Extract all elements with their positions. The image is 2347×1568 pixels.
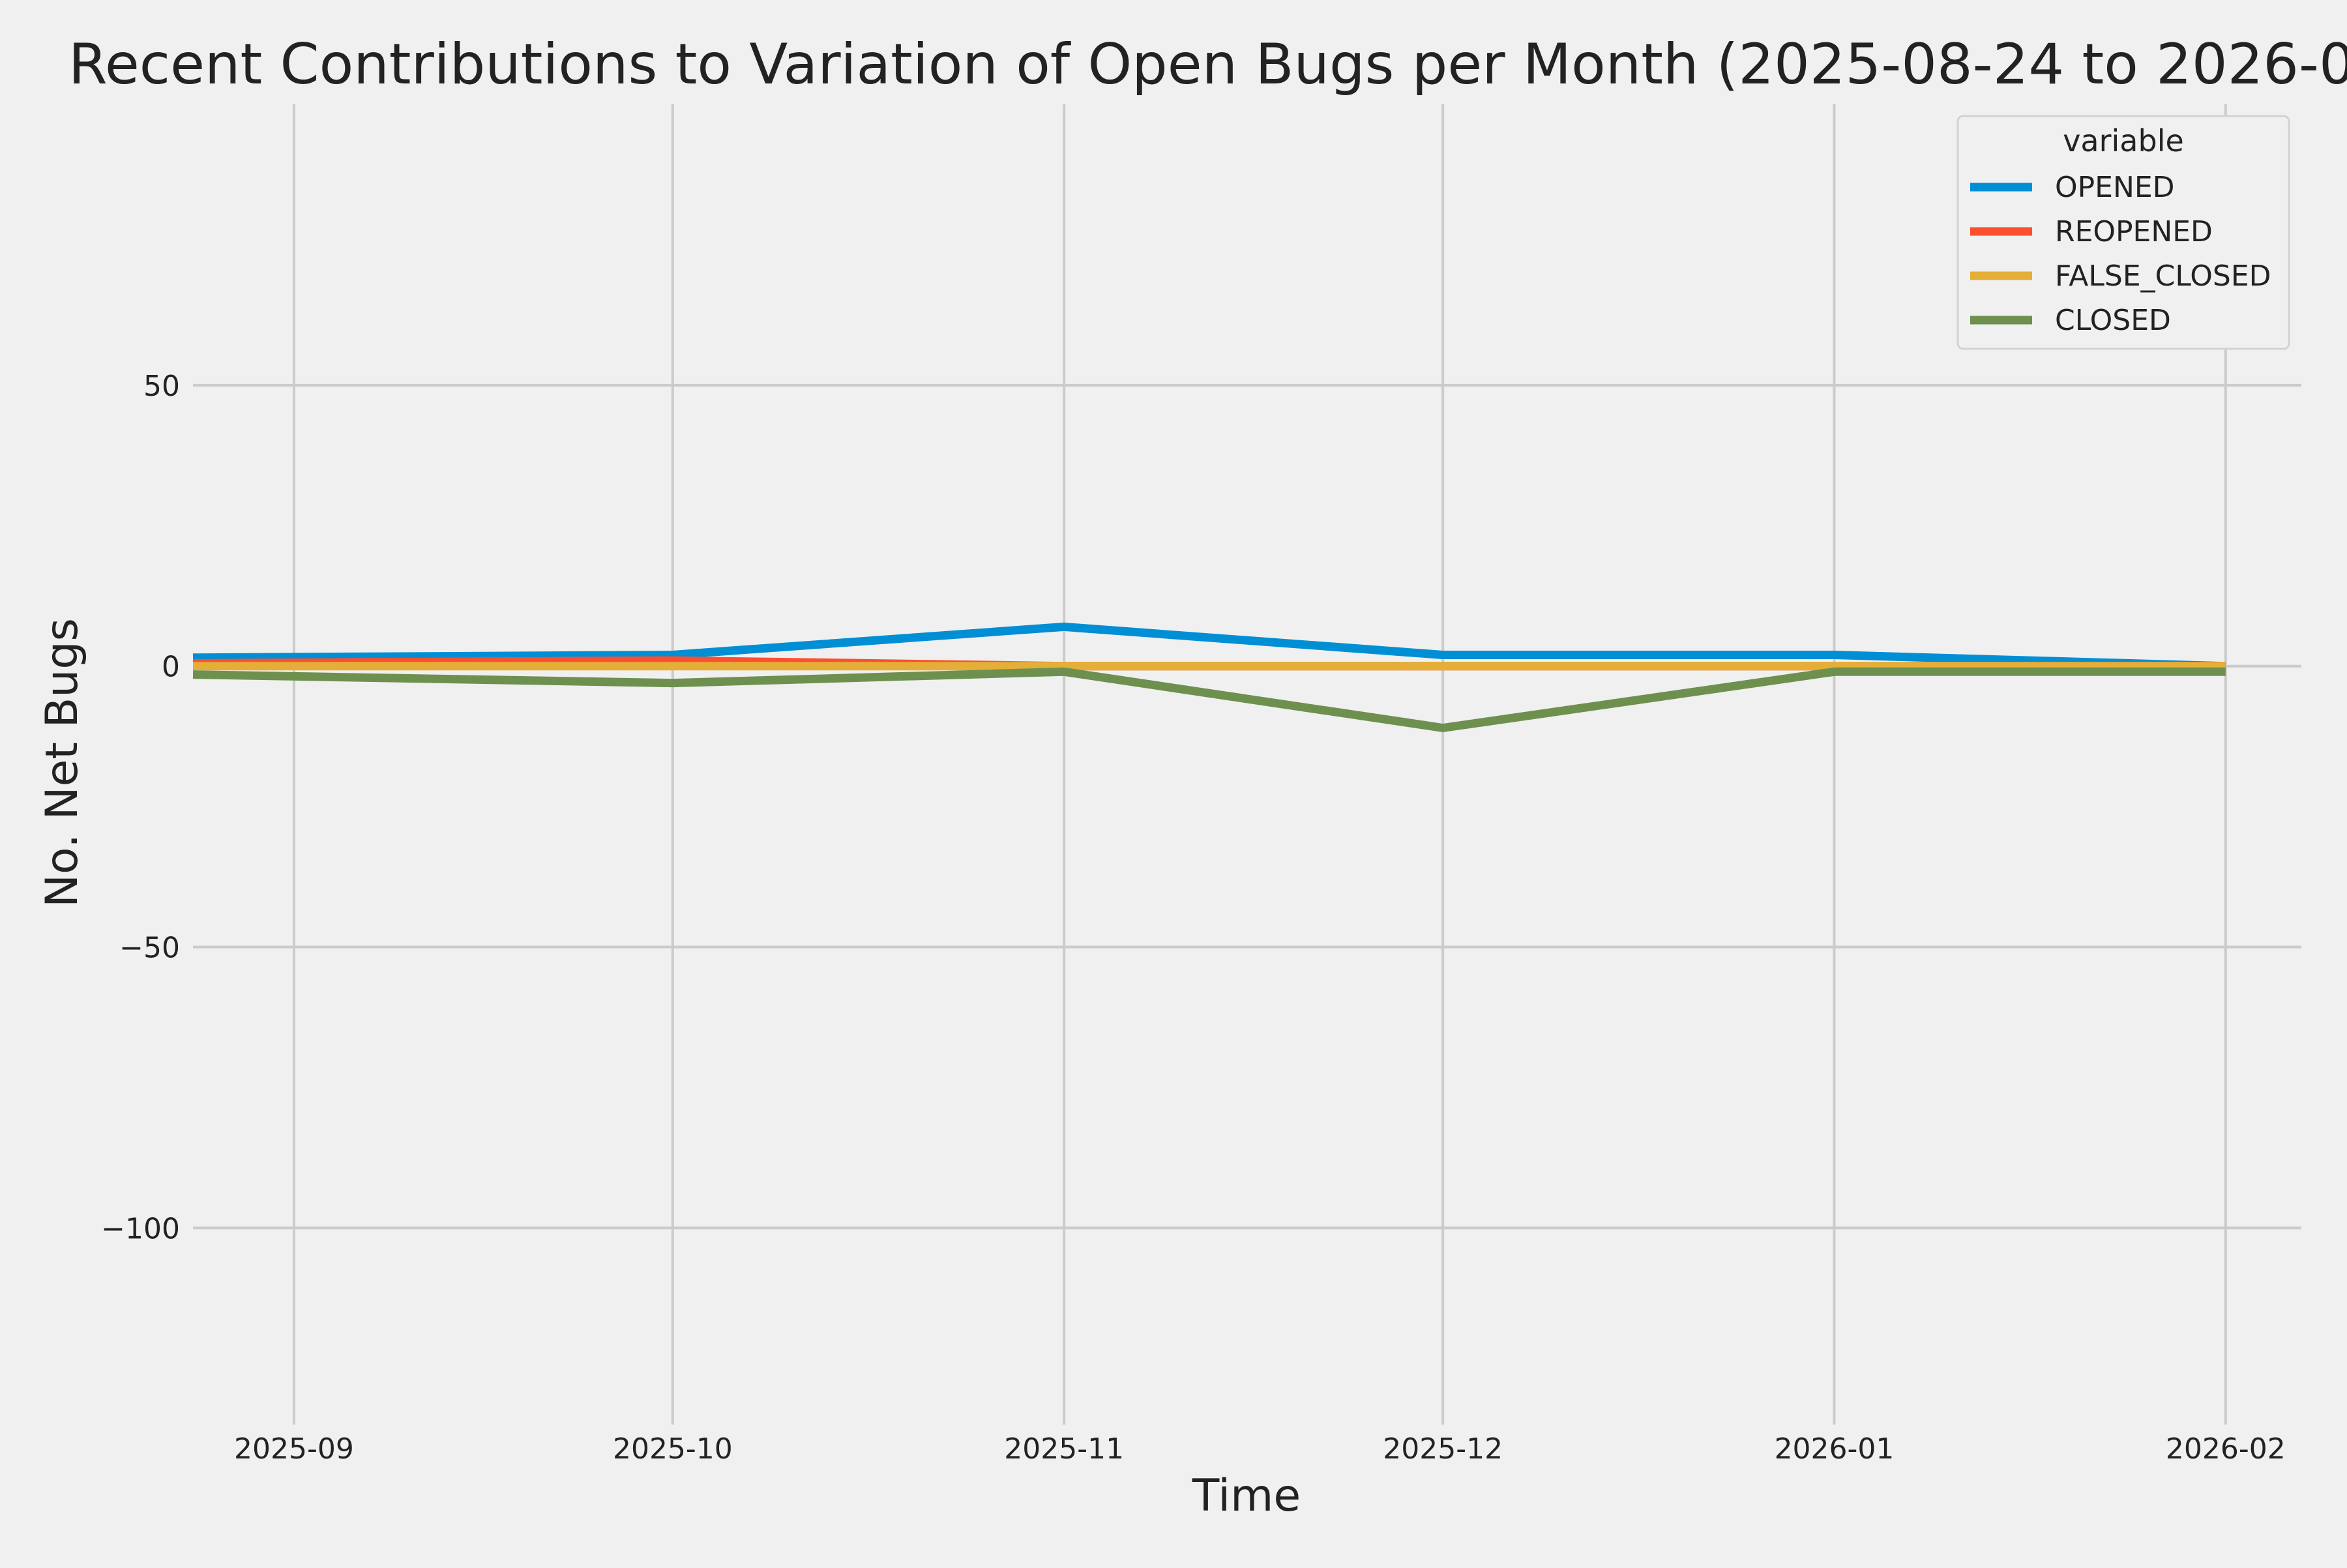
y-axis-label: No. Net Bugs [37,618,88,908]
chart-title: Recent Contributions to Variation of Ope… [68,32,2347,97]
y-tick-label: 0 [162,651,180,684]
y-tick-label: −50 [119,932,180,965]
legend-label: REOPENED [2055,215,2213,248]
legend-title: variable [2063,123,2184,158]
y-tick-label: −100 [101,1212,180,1245]
x-tick-label: 2025-11 [1004,1432,1124,1466]
legend-box [1956,115,2290,350]
y-tick-label: 50 [143,370,180,403]
legend-label: OPENED [2055,171,2175,204]
legend-label: CLOSED [2055,304,2171,337]
x-tick-label: 2025-09 [234,1432,354,1466]
series-line-closed [192,667,2226,732]
legend-label: FALSE_CLOSED [2055,259,2271,293]
x-tick-label: 2025-12 [1383,1432,1503,1466]
x-tick-label: 2026-01 [1775,1432,1895,1466]
x-tick-label: 2025-10 [613,1432,733,1466]
x-tick-label: 2026-02 [2166,1432,2286,1466]
legend: variable OPENED REOPENED FALSE_CLOSED CLOSE… [1956,115,2290,350]
x-axis-label: Time [1192,1470,1301,1522]
series-line-opened [192,622,2226,671]
